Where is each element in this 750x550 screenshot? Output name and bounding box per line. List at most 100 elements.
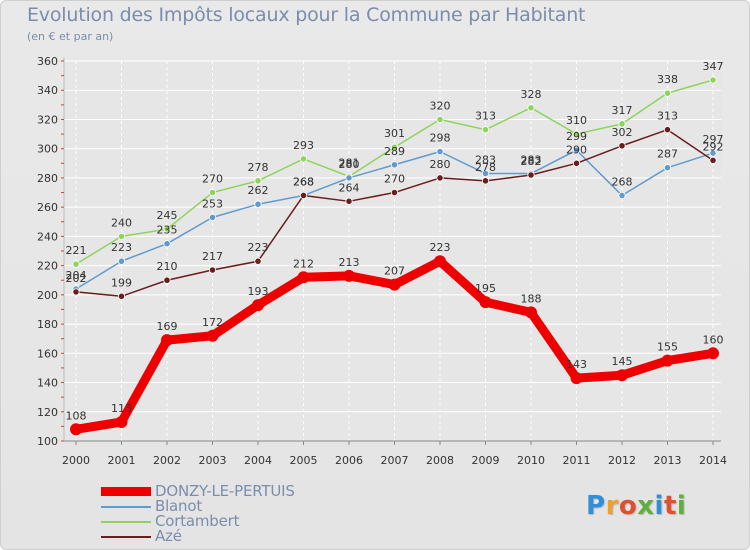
data-label: 293 bbox=[293, 139, 314, 152]
data-point bbox=[72, 288, 80, 296]
data-point bbox=[479, 296, 492, 309]
data-point bbox=[163, 276, 171, 284]
data-label: 302 bbox=[612, 126, 633, 139]
data-label: 298 bbox=[430, 132, 451, 145]
data-point bbox=[163, 225, 171, 233]
chart-subtitle: (en € et par an) bbox=[27, 30, 114, 43]
data-point bbox=[208, 213, 217, 221]
data-label: 320 bbox=[430, 99, 451, 112]
data-point bbox=[709, 149, 717, 157]
x-tick-label: 2008 bbox=[426, 454, 454, 467]
data-label: 195 bbox=[475, 282, 496, 295]
data-point bbox=[388, 278, 401, 291]
data-label: 268 bbox=[612, 175, 633, 188]
data-point bbox=[572, 159, 581, 167]
data-point bbox=[345, 197, 353, 205]
data-point bbox=[618, 142, 626, 150]
logo-letter: t bbox=[663, 491, 677, 521]
data-label: 155 bbox=[657, 341, 678, 354]
data-label: 290 bbox=[566, 143, 587, 156]
y-tick-label: 320 bbox=[37, 113, 58, 126]
y-tick-label: 160 bbox=[37, 347, 58, 360]
data-label: 223 bbox=[248, 241, 269, 254]
data-point bbox=[434, 255, 446, 268]
data-label: 143 bbox=[566, 358, 587, 371]
data-point bbox=[436, 115, 444, 124]
y-tick-label: 360 bbox=[37, 55, 58, 68]
y-tick-label: 240 bbox=[37, 230, 58, 243]
data-label: 223 bbox=[430, 241, 451, 254]
data-point bbox=[299, 191, 308, 200]
data-label: 160 bbox=[703, 333, 724, 346]
data-label: 172 bbox=[202, 316, 223, 329]
data-label: 282 bbox=[521, 155, 542, 168]
legend-swatch bbox=[101, 487, 151, 496]
data-point bbox=[527, 104, 535, 112]
data-point bbox=[299, 155, 308, 163]
legend-item-blanot[interactable]: Blanot bbox=[101, 499, 295, 514]
data-point bbox=[343, 269, 355, 282]
data-point bbox=[163, 240, 171, 248]
data-label: 235 bbox=[157, 224, 178, 237]
legend: DONZY-LE-PERTUIS Blanot Cortambert Azé bbox=[101, 484, 295, 544]
data-label: 264 bbox=[339, 181, 360, 194]
legend-label: Azé bbox=[155, 527, 182, 545]
y-tick-label: 300 bbox=[37, 143, 58, 156]
data-label: 289 bbox=[384, 145, 405, 158]
data-point bbox=[661, 354, 674, 367]
logo-letter: i bbox=[654, 491, 664, 521]
logo-letter: P bbox=[586, 491, 606, 521]
data-label: 317 bbox=[612, 104, 633, 117]
data-label: 240 bbox=[111, 216, 132, 229]
data-point bbox=[618, 120, 626, 128]
x-tick-label: 2014 bbox=[699, 454, 727, 467]
data-label: 223 bbox=[111, 241, 132, 254]
legend-item-donzy[interactable]: DONZY-LE-PERTUIS bbox=[101, 484, 295, 499]
legend-swatch bbox=[101, 520, 151, 523]
data-label: 268 bbox=[293, 175, 314, 188]
data-point bbox=[618, 191, 626, 200]
legend-item-aze[interactable]: Azé bbox=[101, 529, 295, 544]
x-tick-label: 2009 bbox=[472, 454, 500, 467]
data-label: 283 bbox=[475, 154, 496, 167]
y-tick-label: 180 bbox=[37, 318, 58, 331]
data-label: 221 bbox=[66, 244, 87, 257]
data-label: 299 bbox=[566, 130, 587, 143]
data-label: 268 bbox=[293, 175, 314, 188]
data-point bbox=[525, 306, 537, 319]
data-label: 212 bbox=[293, 257, 314, 270]
x-tick-label: 2011 bbox=[563, 454, 591, 467]
data-point bbox=[206, 329, 219, 342]
data-label: 338 bbox=[657, 73, 678, 86]
legend-label: Blanot bbox=[155, 497, 203, 515]
data-label: 292 bbox=[703, 140, 724, 153]
data-label: 270 bbox=[384, 173, 405, 186]
x-tick-label: 2003 bbox=[199, 454, 227, 467]
data-label: 253 bbox=[202, 197, 223, 210]
data-point bbox=[390, 188, 399, 197]
legend-swatch bbox=[101, 535, 151, 538]
x-tick-label: 2006 bbox=[335, 454, 363, 467]
data-point bbox=[72, 260, 80, 268]
data-label: 280 bbox=[339, 158, 360, 171]
y-tick-label: 140 bbox=[37, 377, 58, 390]
data-point bbox=[117, 257, 126, 265]
data-point bbox=[117, 232, 126, 240]
data-label: 313 bbox=[657, 110, 678, 123]
logo-letter: o bbox=[618, 491, 638, 521]
data-point bbox=[390, 161, 399, 169]
legend-item-cortambert[interactable]: Cortambert bbox=[101, 514, 295, 529]
data-label: 204 bbox=[66, 269, 87, 282]
data-label: 207 bbox=[384, 265, 405, 278]
x-tick-label: 2012 bbox=[608, 454, 636, 467]
data-label: 310 bbox=[566, 114, 587, 127]
y-tick-label: 260 bbox=[37, 201, 58, 214]
data-point bbox=[117, 292, 126, 300]
data-label: 283 bbox=[521, 154, 542, 167]
data-point bbox=[208, 266, 217, 274]
logo-letter: x bbox=[637, 491, 655, 521]
y-tick-label: 120 bbox=[37, 406, 58, 419]
y-tick-label: 200 bbox=[37, 289, 58, 302]
data-label: 145 bbox=[612, 355, 633, 368]
